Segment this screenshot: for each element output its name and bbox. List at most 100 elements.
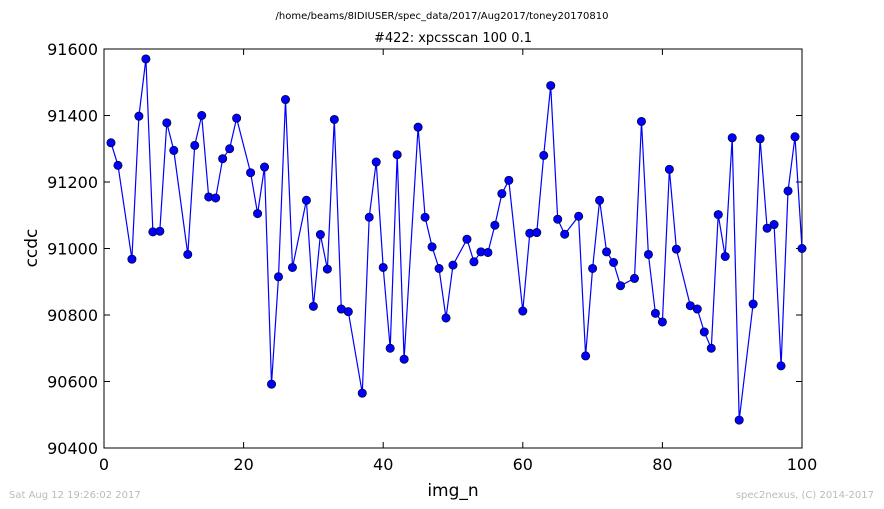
data-point bbox=[532, 228, 542, 238]
data-point bbox=[385, 343, 395, 353]
data-point bbox=[441, 313, 451, 323]
data-point bbox=[539, 150, 549, 160]
data-point bbox=[329, 114, 339, 124]
data-point bbox=[308, 301, 318, 311]
plot-area-frame bbox=[103, 48, 803, 449]
data-point bbox=[364, 212, 374, 222]
data-point bbox=[141, 54, 151, 64]
data-point bbox=[197, 111, 207, 121]
data-point bbox=[727, 133, 737, 143]
data-point bbox=[301, 195, 311, 205]
data-point bbox=[664, 164, 674, 174]
data-point bbox=[225, 144, 235, 154]
data-point bbox=[399, 354, 409, 364]
data-point bbox=[134, 111, 144, 121]
data-point bbox=[413, 122, 423, 132]
data-point bbox=[657, 317, 667, 327]
data-point bbox=[113, 160, 123, 170]
data-point bbox=[371, 157, 381, 167]
y-tick-label: 91400 bbox=[47, 107, 98, 126]
chart-subtitle: /home/beams/8IDIUSER/spec_data/2017/Aug2… bbox=[276, 11, 609, 22]
y-tick-label: 91600 bbox=[47, 40, 98, 59]
data-point bbox=[162, 118, 172, 128]
y-tick-label: 91200 bbox=[47, 173, 98, 192]
data-point bbox=[588, 263, 598, 273]
x-tick-label: 100 bbox=[787, 455, 818, 474]
data-point bbox=[106, 138, 116, 148]
data-point bbox=[650, 308, 660, 318]
data-point bbox=[616, 281, 626, 291]
data-point bbox=[287, 262, 297, 272]
data-point bbox=[357, 388, 367, 398]
data-point bbox=[504, 175, 514, 185]
data-point bbox=[734, 415, 744, 425]
data-point bbox=[322, 264, 332, 274]
data-point bbox=[469, 257, 479, 267]
y-tick-label: 91000 bbox=[47, 240, 98, 259]
data-point bbox=[790, 132, 800, 142]
data-point bbox=[581, 351, 591, 361]
x-tick-label: 40 bbox=[373, 455, 393, 474]
data-point bbox=[629, 273, 639, 283]
data-point bbox=[755, 134, 765, 144]
data-point bbox=[273, 272, 283, 282]
y-axis-label: ccdc bbox=[22, 229, 42, 268]
data-point bbox=[720, 251, 730, 261]
x-tick-label: 60 bbox=[513, 455, 533, 474]
data-point bbox=[378, 262, 388, 272]
x-tick-label: 0 bbox=[99, 455, 109, 474]
data-point bbox=[602, 247, 612, 257]
data-point bbox=[211, 193, 221, 203]
data-point bbox=[246, 168, 256, 178]
data-point bbox=[636, 116, 646, 126]
data-point bbox=[462, 234, 472, 244]
data-point bbox=[643, 249, 653, 259]
data-point bbox=[706, 343, 716, 353]
x-axis-label: img_n bbox=[427, 481, 478, 501]
chart-title: #422: xpcsscan 100 0.1 bbox=[374, 31, 532, 46]
data-point bbox=[748, 299, 758, 309]
y-tick-label: 90600 bbox=[47, 373, 98, 392]
data-point bbox=[490, 220, 500, 230]
data-point bbox=[127, 254, 137, 264]
data-point bbox=[427, 242, 437, 252]
data-point bbox=[713, 210, 723, 220]
data-point bbox=[267, 379, 277, 389]
data-point bbox=[392, 150, 402, 160]
data-point bbox=[776, 361, 786, 371]
data-point bbox=[434, 263, 444, 273]
data-point bbox=[560, 229, 570, 239]
footer-timestamp: Sat Aug 12 19:26:02 2017 bbox=[9, 490, 141, 501]
data-point bbox=[574, 211, 584, 221]
y-tick-label: 90400 bbox=[47, 439, 98, 458]
data-point bbox=[692, 304, 702, 314]
data-point bbox=[169, 145, 179, 155]
x-tick-label: 20 bbox=[233, 455, 253, 474]
x-tick-label: 80 bbox=[652, 455, 672, 474]
data-point bbox=[609, 257, 619, 267]
data-series bbox=[106, 54, 807, 425]
data-point bbox=[155, 226, 165, 236]
y-axis-ticks: 90400 90600 90800 91000 91200 91400 91600 bbox=[47, 40, 802, 458]
data-point bbox=[671, 244, 681, 254]
data-point bbox=[797, 244, 807, 254]
data-point bbox=[260, 162, 270, 172]
y-tick-label: 90800 bbox=[47, 306, 98, 325]
data-point bbox=[769, 220, 779, 230]
data-point bbox=[190, 140, 200, 150]
data-point bbox=[253, 209, 263, 219]
data-point bbox=[546, 81, 556, 91]
x-axis-ticks: 0 20 40 60 80 100 bbox=[99, 49, 817, 474]
data-point bbox=[595, 195, 605, 205]
data-point bbox=[315, 230, 325, 240]
data-point bbox=[343, 307, 353, 317]
data-point bbox=[280, 95, 290, 105]
footer-credit: spec2nexus, (C) 2014-2017 bbox=[736, 490, 874, 501]
data-point bbox=[497, 189, 507, 199]
data-point bbox=[448, 260, 458, 270]
data-point bbox=[518, 306, 528, 316]
data-point bbox=[420, 212, 430, 222]
data-point bbox=[232, 113, 242, 123]
data-point bbox=[183, 249, 193, 259]
